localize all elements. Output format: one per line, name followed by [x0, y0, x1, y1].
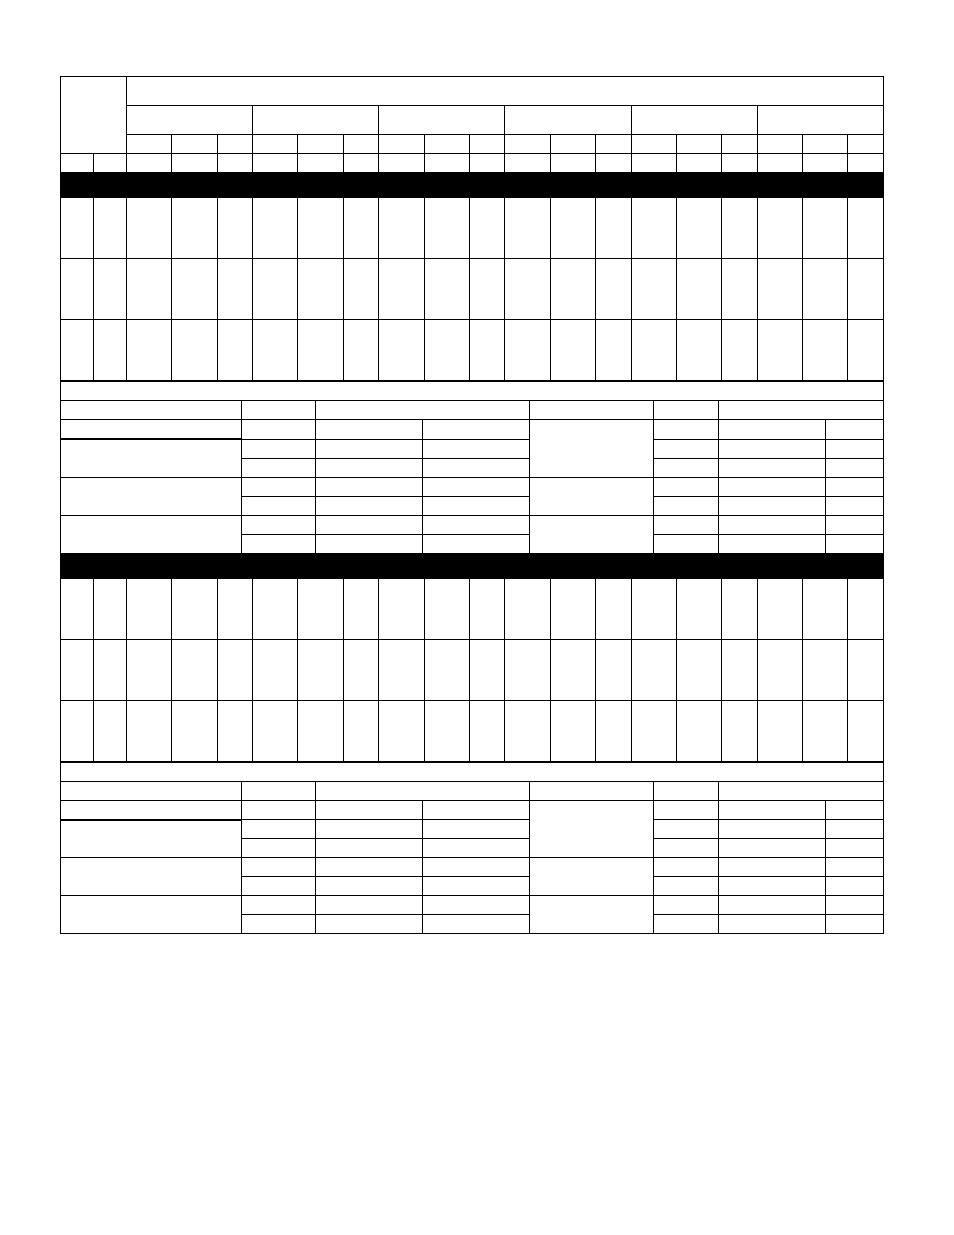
summary-label: [61, 401, 242, 420]
header-group-5: [631, 106, 757, 135]
data-row: [61, 639, 884, 700]
header-base-row: [61, 154, 884, 173]
summary-title: [61, 382, 884, 401]
black-bar-2: [60, 554, 884, 578]
header-group-2: [253, 106, 379, 135]
summary-label: [61, 781, 242, 800]
header-group-1: [126, 106, 252, 135]
data-row: [61, 578, 884, 639]
header-sub-row: [61, 135, 884, 154]
header-group-3: [379, 106, 505, 135]
header-table: [60, 76, 884, 173]
data-grid-1: [60, 197, 884, 381]
summary-title: [61, 762, 884, 781]
worksheet-table: [60, 76, 884, 934]
summary-block-2: [60, 762, 884, 935]
data-row: [61, 198, 884, 259]
header-title-cell: [126, 77, 883, 106]
header-group-6: [757, 106, 883, 135]
header-left-cell: [61, 77, 127, 154]
data-row: [61, 259, 884, 320]
data-row: [61, 700, 884, 761]
summary-block-1: [60, 381, 884, 554]
data-grid-2: [60, 578, 884, 762]
header-group-4: [505, 106, 631, 135]
data-row: [61, 320, 884, 381]
black-bar-1: [60, 173, 884, 197]
